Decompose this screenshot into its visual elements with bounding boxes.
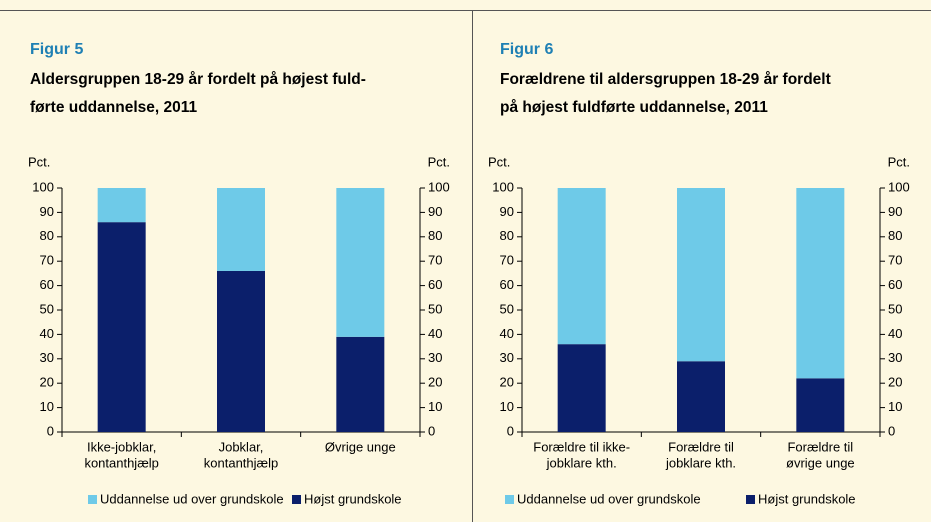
bar-segment [336,336,385,432]
y2-tick-label: 90 [428,204,442,219]
y2-tick-label: 60 [428,277,442,292]
y-tick-label: 100 [32,179,54,194]
y2-tick-label: 40 [888,326,902,341]
y-tick-label: 80 [500,228,514,243]
y-tick-label: 20 [500,375,514,390]
y-tick-label: 30 [40,350,54,365]
y-tick-label: 90 [40,204,54,219]
x-tick-label: Ikke-jobklar, [87,439,156,454]
bar-segment [217,270,265,432]
figure-label: Figur 6 [500,41,553,58]
bar-segment [796,378,845,432]
y2-tick-label: 100 [888,179,910,194]
x-tick-label: kontanthjælp [84,455,158,470]
legend-label: Højst grundskole [304,491,402,506]
bar-segment [677,188,725,362]
y2-tick-label: 10 [428,399,442,414]
bar-segment [557,188,606,345]
bar-segment [336,188,385,337]
legend-label: Uddannelse ud over grundskole [517,491,701,506]
y2-tick-label: 20 [888,375,902,390]
x-tick-label: Jobklar, [219,439,264,454]
bar-segment [97,188,146,223]
y2-tick-label: 100 [428,179,450,194]
x-tick-label: jobklare kth. [665,455,736,470]
y2-tick-label: 80 [888,228,902,243]
legend-label: Højst grundskole [758,491,856,506]
y-tick-label: 30 [500,350,514,365]
y-tick-label: 60 [500,277,514,292]
y2-tick-label: 0 [888,423,895,438]
bar-segment [557,344,606,432]
y-tick-label: 100 [492,179,514,194]
y-tick-label: 70 [40,253,54,268]
y-tick-label: 50 [40,301,54,316]
y-tick-label: 10 [500,399,514,414]
y2-tick-label: 50 [428,301,442,316]
y2-tick-label: 70 [428,253,442,268]
bar-segment [796,188,845,379]
y-tick-label: 0 [507,423,514,438]
x-tick-label: Forældre til [787,439,853,454]
x-tick-label: kontanthjælp [204,455,278,470]
chart-title: på højest fuldførte uddannelse, 2011 [500,99,768,116]
y-tick-label: 80 [40,228,54,243]
bar-segment [677,361,725,432]
chart-title: Aldersgruppen 18-29 år fordelt på højest… [30,71,366,88]
y2-tick-label: 80 [428,228,442,243]
y-tick-label: 0 [47,423,54,438]
legend-swatch [746,495,755,504]
y-tick-label: 20 [40,375,54,390]
y2-tick-label: 60 [888,277,902,292]
bar-segment [97,222,146,432]
y-tick-label: 90 [500,204,514,219]
y2-axis-label: Pct. [428,154,450,169]
chart-title: Forældrene til aldersgruppen 18-29 år fo… [500,71,831,88]
y2-tick-label: 20 [428,375,442,390]
y2-tick-label: 40 [428,326,442,341]
x-tick-label: Forældre til ikke- [533,439,630,454]
chart-title: førte uddannelse, 2011 [30,99,197,116]
legend-swatch [505,495,514,504]
legend-swatch [292,495,301,504]
x-tick-label: jobklare kth. [546,455,617,470]
y-tick-label: 70 [500,253,514,268]
figure-label: Figur 5 [30,41,83,58]
y-tick-label: 10 [40,399,54,414]
y-tick-label: 50 [500,301,514,316]
x-tick-label: Forældre til [668,439,734,454]
legend-swatch [88,495,97,504]
y2-tick-label: 30 [428,350,442,365]
x-tick-label: Øvrige unge [325,439,396,454]
y2-tick-label: 0 [428,423,435,438]
y-axis-label: Pct. [488,154,510,169]
y2-tick-label: 70 [888,253,902,268]
y-tick-label: 40 [40,326,54,341]
bar-segment [217,188,265,271]
y2-tick-label: 50 [888,301,902,316]
y2-tick-label: 10 [888,399,902,414]
x-tick-label: øvrige unge [786,455,855,470]
y2-tick-label: 30 [888,350,902,365]
legend-label: Uddannelse ud over grundskole [100,491,284,506]
y2-tick-label: 90 [888,204,902,219]
y2-axis-label: Pct. [888,154,910,169]
y-axis-label: Pct. [28,154,50,169]
y-tick-label: 40 [500,326,514,341]
y-tick-label: 60 [40,277,54,292]
